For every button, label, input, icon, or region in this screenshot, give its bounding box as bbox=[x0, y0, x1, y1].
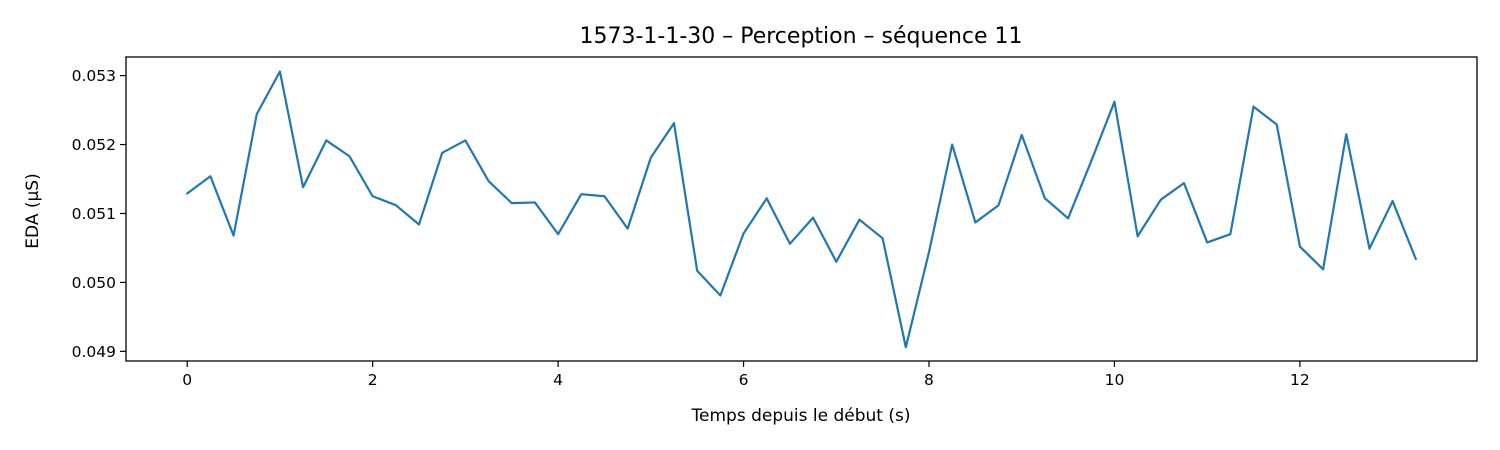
y-tick-label: 0.050 bbox=[72, 274, 116, 292]
y-axis-label: EDA (µS) bbox=[23, 173, 43, 248]
x-tick-label: 8 bbox=[924, 371, 934, 389]
x-axis: 0 2 4 6 8 10 12 bbox=[182, 361, 1310, 389]
y-tick-label: 0.052 bbox=[72, 136, 116, 154]
x-tick-label: 0 bbox=[182, 371, 192, 389]
chart-title: 1573-1-1-30 – Perception – séquence 11 bbox=[579, 24, 1022, 49]
x-tick-label: 12 bbox=[1290, 371, 1310, 389]
y-tick-label: 0.049 bbox=[72, 343, 116, 361]
x-tick-label: 2 bbox=[368, 371, 378, 389]
plot-area bbox=[125, 56, 1478, 362]
y-tick-label: 0.051 bbox=[72, 205, 116, 223]
x-axis-label: Temps depuis le début (s) bbox=[691, 406, 911, 426]
y-tick-label: 0.053 bbox=[72, 67, 116, 85]
x-tick-label: 6 bbox=[739, 371, 749, 389]
x-tick-label: 4 bbox=[553, 371, 563, 389]
x-tick-label: 10 bbox=[1105, 371, 1125, 389]
series-line-0 bbox=[186, 70, 1417, 349]
plot-frame bbox=[125, 56, 1478, 362]
y-axis: 0.049 0.050 0.051 0.052 0.053 bbox=[72, 67, 126, 361]
